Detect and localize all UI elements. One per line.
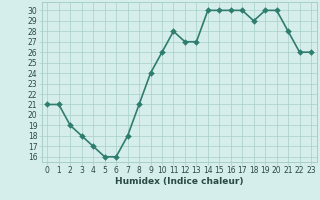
X-axis label: Humidex (Indice chaleur): Humidex (Indice chaleur) [115, 177, 244, 186]
